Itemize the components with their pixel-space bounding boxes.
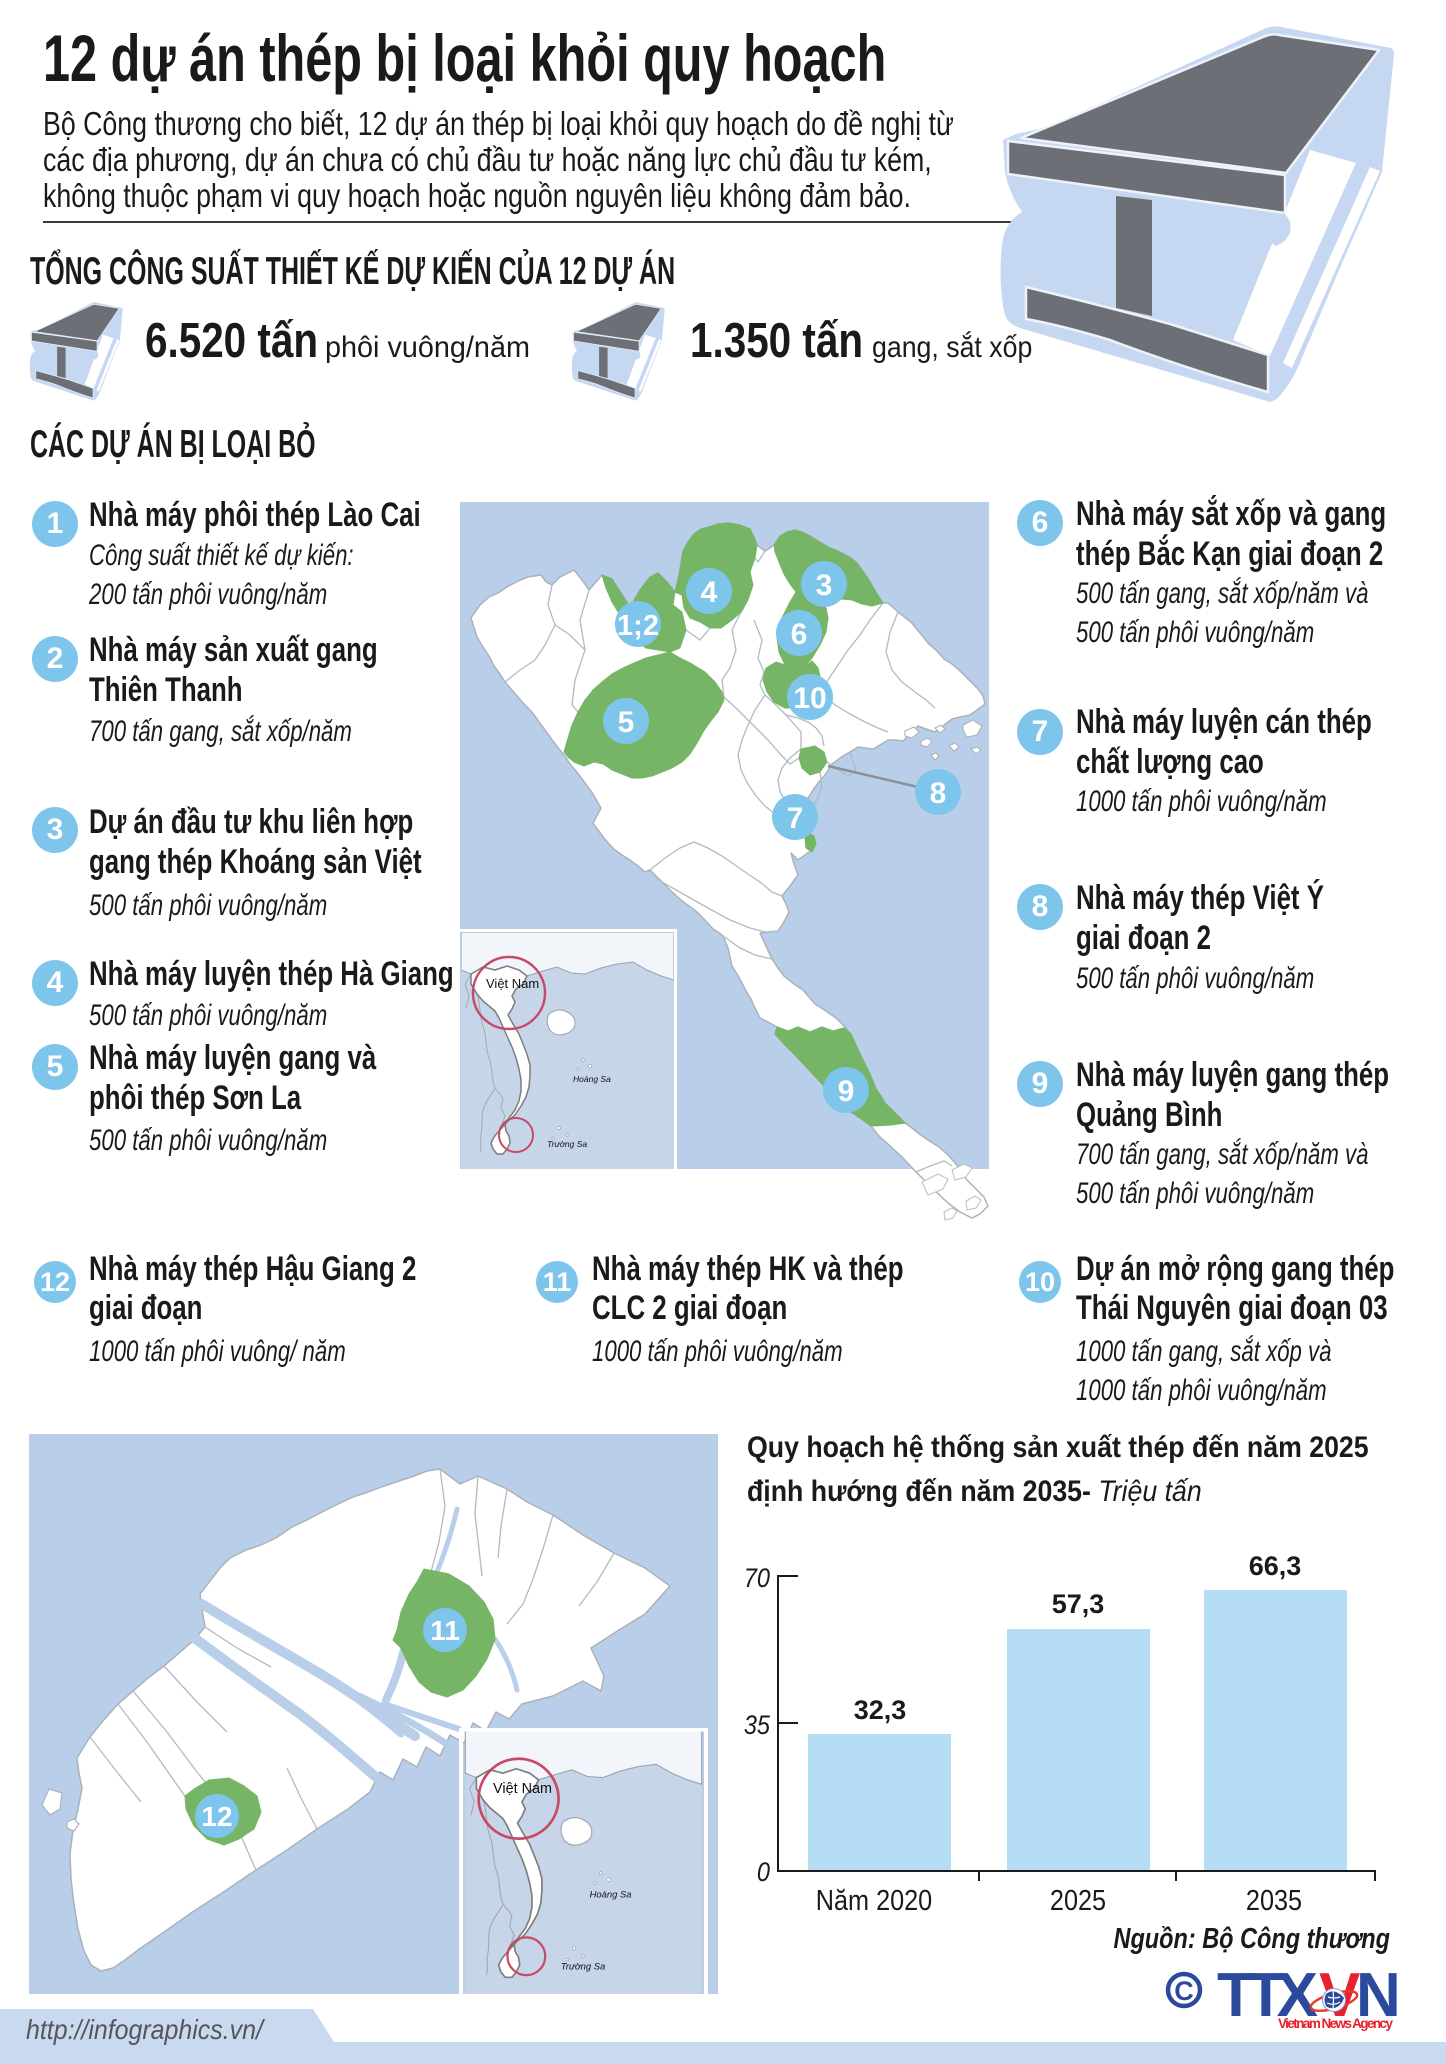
svg-text:N: N	[1356, 1961, 1401, 2030]
svg-text:C: C	[1174, 1976, 1194, 2006]
svg-text:7: 7	[787, 802, 804, 835]
svg-text:4: 4	[701, 576, 718, 609]
svg-text:3: 3	[816, 569, 833, 602]
svg-text:6: 6	[791, 618, 808, 651]
svg-text:9: 9	[838, 1075, 855, 1108]
svg-text:12: 12	[201, 1801, 232, 1832]
svg-text:TTX: TTX	[1217, 1961, 1318, 2030]
svg-text:1;2: 1;2	[617, 610, 659, 642]
svg-text:Vietnam News Agency: Vietnam News Agency	[1278, 2016, 1393, 2031]
svg-text:10: 10	[793, 682, 826, 715]
svg-text:11: 11	[430, 1615, 460, 1646]
svg-text:5: 5	[618, 706, 635, 739]
svg-text:8: 8	[930, 777, 947, 810]
